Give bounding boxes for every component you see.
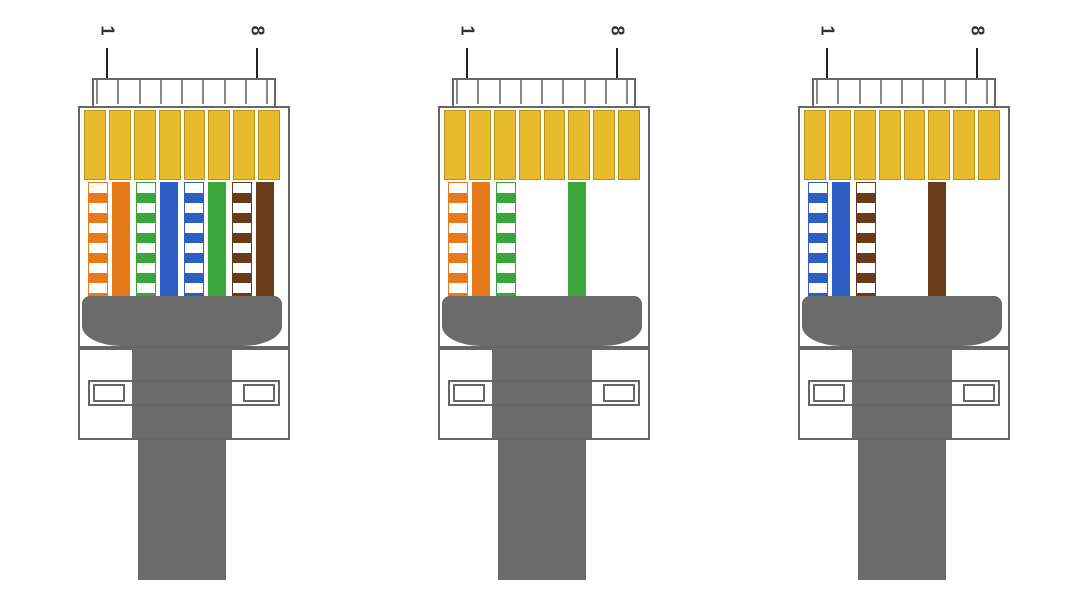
pin-tick-1 [106,48,108,78]
connector-4wire-og: 18 [400,20,680,580]
gold-pin [618,110,640,180]
jacket-bottom [858,420,946,580]
wire-slot-4 [160,182,178,298]
wire-slot-2 [472,182,490,298]
gold-pin [184,110,206,180]
pin-comb [816,80,988,104]
connector-8wire: 18 [40,20,320,580]
pin-comb [456,80,628,104]
connector-4wire-bb: 18 [760,20,1040,580]
gold-pin [879,110,901,180]
wire-slot-6 [568,182,586,298]
pin-label-1: 1 [817,25,838,35]
gold-pin [159,110,181,180]
gold-pins [84,110,280,180]
wire-slot-7 [232,182,250,298]
gold-pin [469,110,491,180]
wire-slot-1 [808,182,826,298]
gold-pin [904,110,926,180]
gold-pin [258,110,280,180]
gold-pin [444,110,466,180]
gold-pin [233,110,255,180]
pin-tick-1 [466,48,468,78]
pin-label-1: 1 [457,25,478,35]
gold-pin [134,110,156,180]
gold-pin [804,110,826,180]
clip-inner2 [93,384,125,402]
gold-pin [928,110,950,180]
wire-slot-3 [856,182,874,298]
pin-tick-1 [826,48,828,78]
clip-inner3 [243,384,275,402]
clip-inner2 [453,384,485,402]
wire-slot-1 [448,182,466,298]
gold-pin [109,110,131,180]
gold-pin [854,110,876,180]
pin-tick-8 [616,48,618,78]
gold-pin [978,110,1000,180]
diagram-container: 181818 [0,0,1080,580]
wire-slot-2 [112,182,130,298]
jacket-bottom [138,420,226,580]
wire-slot-8 [256,182,274,298]
wire-slot-2 [832,182,850,298]
gold-pin [593,110,615,180]
gold-pins [804,110,1000,180]
pin-label-1: 1 [97,25,118,35]
wire-slot-5 [184,182,202,298]
clip-inner3 [603,384,635,402]
wire-slot-6 [928,182,946,298]
gold-pin [84,110,106,180]
gold-pin [519,110,541,180]
clip-inner2 [813,384,845,402]
wires-group [804,182,1000,298]
clip-inner3 [963,384,995,402]
gold-pin [568,110,590,180]
pin-label-8: 8 [967,25,988,35]
gold-pin [494,110,516,180]
jacket-bottom [498,420,586,580]
gold-pin [829,110,851,180]
gold-pins [444,110,640,180]
wire-slot-3 [136,182,154,298]
pin-tick-8 [256,48,258,78]
gold-pin [208,110,230,180]
gold-pin [953,110,975,180]
wires-group [444,182,640,298]
wire-slot-3 [496,182,514,298]
gold-pin [544,110,566,180]
pin-comb [96,80,268,104]
pin-tick-8 [976,48,978,78]
wire-slot-1 [88,182,106,298]
pin-label-8: 8 [607,25,628,35]
wire-slot-6 [208,182,226,298]
wires-group [84,182,280,298]
pin-label-8: 8 [247,25,268,35]
